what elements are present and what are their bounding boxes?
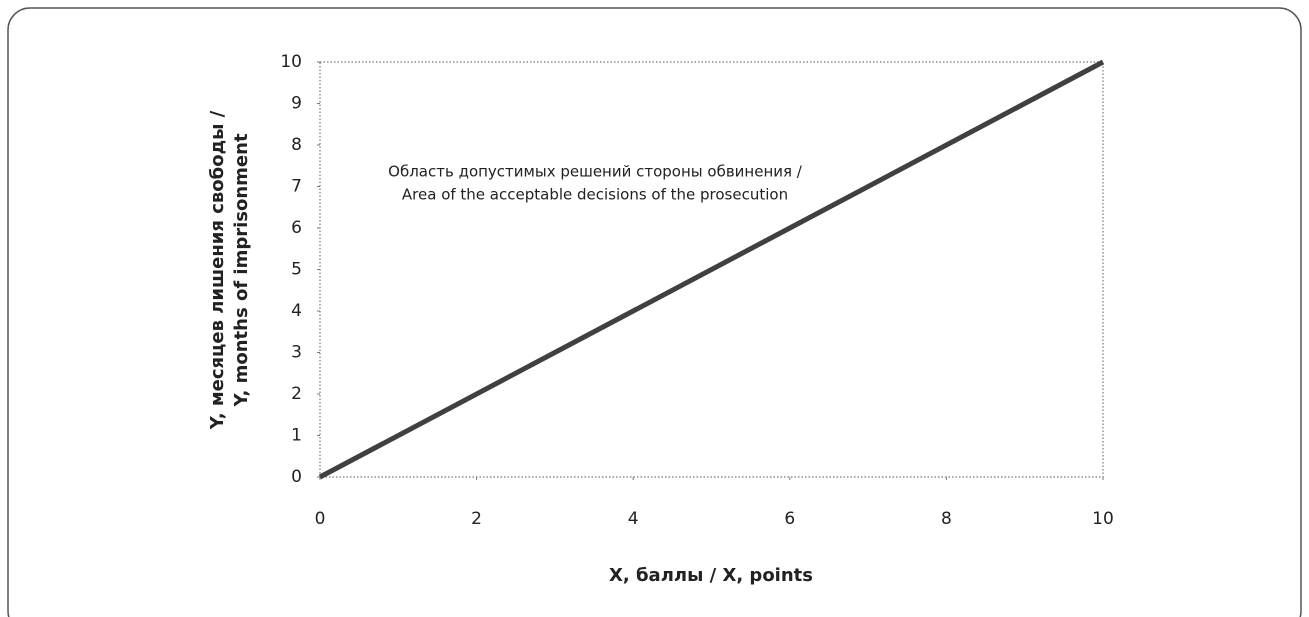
- annotation: Area of the acceptable decisions of the …: [402, 186, 788, 204]
- y-tick-label: 5: [291, 260, 302, 280]
- y-tick-label: 0: [291, 467, 302, 487]
- x-tick-label: 6: [784, 509, 795, 529]
- y-tick-label: 2: [291, 384, 302, 404]
- y-tick-label: 4: [291, 301, 302, 321]
- frame: [7, 7, 1302, 617]
- y-tick-label: 1: [291, 426, 302, 446]
- x-tick-label: 4: [628, 509, 639, 529]
- x-tick-label: 8: [941, 509, 952, 529]
- annotation: Область допустимых решений стороны обвин…: [388, 163, 803, 181]
- y-tick-label: 6: [291, 218, 302, 238]
- y-tick-label: 9: [291, 94, 302, 114]
- data-line: [318, 59, 1105, 480]
- y-tick-label: 10: [280, 52, 302, 72]
- y-tick-label: 8: [291, 135, 302, 155]
- y-tick-label: 7: [291, 177, 302, 197]
- x-tick-label: 10: [1092, 509, 1114, 529]
- y-tick-label: 3: [291, 343, 302, 363]
- y-axis-label: Y, months of imprisonment: [231, 133, 252, 407]
- x-tick-label: 0: [315, 509, 326, 529]
- y-axis-label: Y, месяцев лишения свободы /: [207, 110, 228, 430]
- x-tick-label: 2: [471, 509, 482, 529]
- x-axis-label: X, баллы / X, points: [609, 565, 813, 586]
